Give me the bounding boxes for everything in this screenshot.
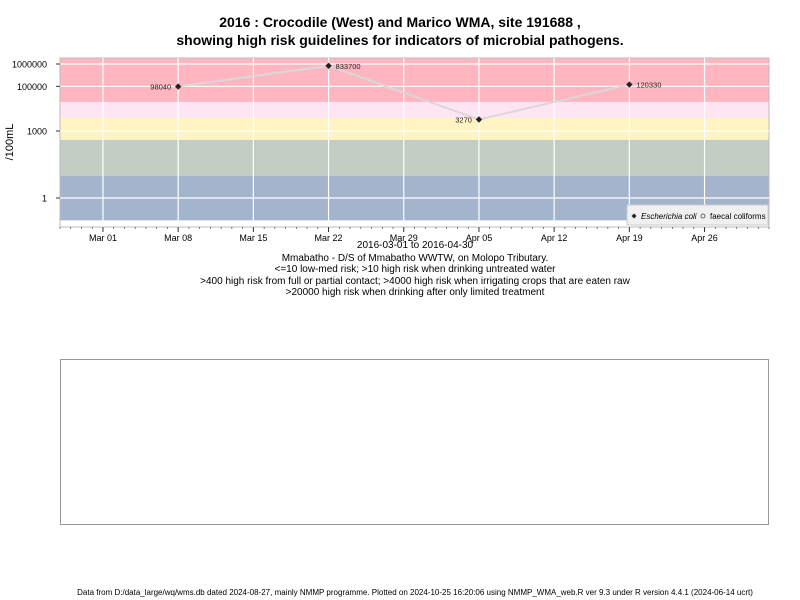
x-tick-label-6: Apr 12	[541, 233, 568, 243]
x-tick-label-7: Apr 19	[616, 233, 643, 243]
x-tick-label-1: Mar 08	[164, 233, 192, 243]
x-tick-label-8: Apr 26	[691, 233, 718, 243]
guideline-line-1: <=10 low-med risk; >10 high risk when dr…	[274, 264, 556, 275]
risk-band-3	[60, 139, 769, 176]
y-axis-label: /100mL	[4, 124, 16, 161]
data-point	[475, 116, 483, 123]
x-axis: Mar 01 Mar 08 Mar 15 Mar 22 Mar 29 Apr 05 Apr …	[59, 227, 770, 243]
site-description: Mmabatho - D/S of Mmabatho WWTW, on Molo…	[281, 253, 549, 264]
series-line-0	[178, 64, 630, 121]
x-tick-label-4: Mar 29	[390, 233, 418, 243]
chart-title-line-1: 2016 : Crocodile (West) and Marico WMA, …	[219, 14, 581, 30]
guideline-line-3: >20000 high risk when drinking after onl…	[285, 287, 545, 298]
empty-chart-panel	[60, 359, 769, 525]
legend-marker-ecoli	[631, 213, 637, 219]
date-range: 2016-03-01 to 2016-04-30	[356, 240, 474, 251]
legend: Escherichia coli faecal coliforms	[626, 204, 769, 226]
y-tick-label-1: 1000	[27, 127, 47, 137]
guideline-line-2: >400 high risk from full or partial cont…	[200, 276, 630, 287]
data-label: 833700	[336, 62, 361, 71]
data-label: 98040	[150, 83, 171, 92]
footer-note: Data from D:/data_large/wq/wms.db dated …	[77, 588, 753, 597]
legend-label-faecal: faecal coliforms	[710, 212, 766, 221]
y-tick-label-3: 1000000	[12, 60, 47, 70]
risk-band-2	[60, 117, 769, 140]
gridlines	[60, 58, 769, 227]
data-point	[174, 83, 182, 90]
data-label: 3270	[455, 116, 472, 125]
data-point	[325, 62, 332, 69]
legend-box	[626, 204, 769, 226]
x-tick-label-5: Apr 05	[466, 233, 493, 243]
risk-band-1	[60, 101, 769, 118]
legend-marker-faecal	[700, 213, 706, 219]
data-point	[626, 81, 633, 88]
data-label: 120330	[636, 81, 661, 90]
x-tick-label-2: Mar 15	[239, 233, 267, 243]
series-layer: 98040 833700 3270 120330	[150, 62, 661, 125]
x-tick-label-3: Mar 22	[315, 233, 343, 243]
y-tick-label-2: 100000	[17, 82, 47, 92]
legend-label-ecoli: Escherichia coli	[641, 212, 697, 221]
x-tick-label-0: Mar 01	[89, 233, 117, 243]
y-axis: 1 1000 100000 1000000	[12, 60, 60, 204]
y-tick-label-0: 1	[42, 194, 47, 204]
chart-title-line-2: showing high risk guidelines for indicat…	[176, 32, 624, 48]
